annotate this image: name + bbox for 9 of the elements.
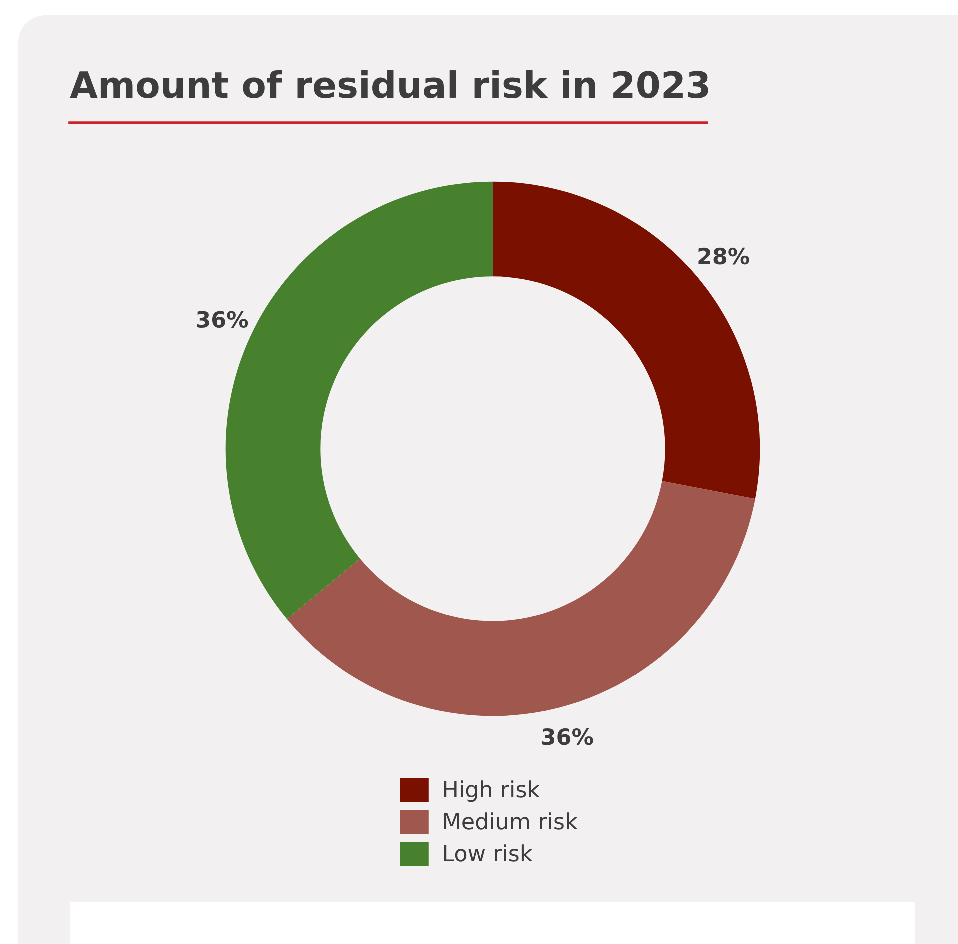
legend-label: High risk bbox=[444, 780, 540, 802]
data-label: 36% bbox=[542, 728, 594, 746]
data-label: 36% bbox=[197, 311, 248, 328]
donut-slice bbox=[287, 481, 756, 716]
donut-slice bbox=[493, 182, 760, 500]
legend-label: Low risk bbox=[444, 844, 533, 862]
data-label: 28% bbox=[698, 248, 750, 265]
legend-label: Medium risk bbox=[444, 812, 578, 830]
chart-title: Amount of residual risk in 2023 bbox=[70, 70, 708, 98]
